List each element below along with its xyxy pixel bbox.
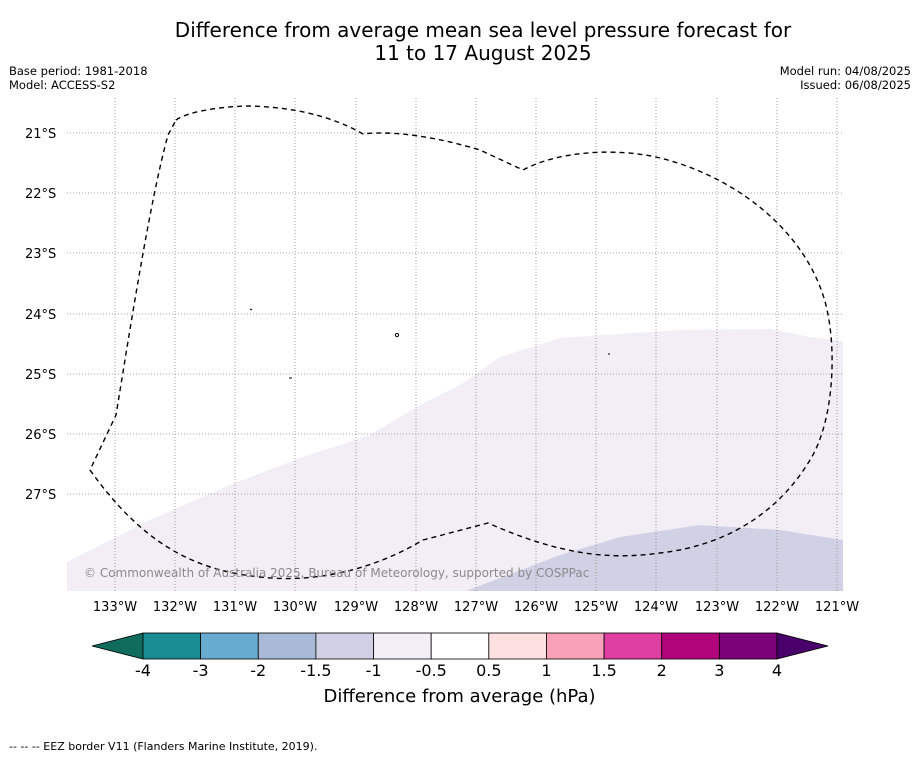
colorbar-swatch (661, 632, 720, 660)
island-markers (249, 308, 610, 379)
colorbar-tick-label: -0.5 (416, 661, 447, 680)
map-title: Difference from average mean sea level p… (0, 19, 919, 65)
colorbar-swatch (603, 632, 663, 660)
colorbar-extend-low (91, 632, 144, 660)
latitude-labels: 21°S 22°S 23°S 24°S 25°S 26°S 27°S (25, 127, 56, 503)
title-line-1: Difference from average mean sea level p… (174, 18, 792, 42)
lon-label: 124°W (634, 600, 678, 615)
lon-label: 133°W (93, 600, 137, 615)
title-line-2: 11 to 17 August 2025 (374, 41, 592, 65)
lat-label: 27°S (25, 488, 56, 503)
colorbar-swatch (200, 632, 259, 660)
colorbar-swatch (488, 632, 547, 660)
colorbar-swatch (718, 632, 778, 660)
lon-label: 123°W (695, 600, 739, 615)
colorbar-tick-label: 1.5 (591, 661, 616, 680)
issued-date: Issued: 06/08/2025 (800, 78, 911, 92)
colorbar-tick-label: -2 (250, 661, 266, 680)
colorbar-tick-label: -4 (135, 661, 151, 680)
lon-label: 125°W (574, 600, 618, 615)
colorbar-tick-label: -1.5 (300, 661, 331, 680)
model-name: Model: ACCESS-S2 (9, 78, 116, 92)
colorbar-tick-label: 4 (772, 661, 782, 680)
lon-label: 129°W (334, 600, 378, 615)
gridlines (67, 98, 843, 591)
anomaly-region-blue (466, 525, 843, 591)
lon-label: 132°W (153, 600, 197, 615)
colorbar-swatch (142, 632, 202, 660)
lon-label: 122°W (755, 600, 799, 615)
lon-label: 128°W (394, 600, 438, 615)
colorbar-swatch (257, 632, 317, 660)
lat-label: 25°S (25, 368, 56, 383)
colorbar: -4 -3 -2 -1.5 -1 -0.5 0.5 1 1.5 2 3 4 (91, 632, 829, 680)
lat-label: 22°S (25, 187, 56, 202)
eez-border (89, 105, 833, 580)
colorbar-tick-label: 3 (714, 661, 724, 680)
lat-label: 26°S (25, 428, 56, 443)
lon-label: 130°W (273, 600, 317, 615)
lon-label: 121°W (815, 600, 859, 615)
colorbar-tick-label: -3 (193, 661, 209, 680)
lon-label: 131°W (213, 600, 257, 615)
lat-label: 23°S (25, 247, 56, 262)
colorbar-tick-label: 2 (657, 661, 667, 680)
colorbar-swatch (546, 632, 605, 660)
lon-label: 126°W (514, 600, 558, 615)
colorbar-tick-label: 1 (541, 661, 551, 680)
colorbar-swatch (315, 632, 374, 660)
anomaly-region-light (67, 329, 843, 591)
copyright-notice: © Commonwealth of Australia 2025, Bureau… (84, 566, 589, 580)
lat-label: 24°S (25, 308, 56, 323)
meta-left: Base period: 1981-2018 Model: ACCESS-S2 (9, 64, 148, 92)
model-run: Model run: 04/08/2025 (779, 64, 911, 78)
lon-label: 127°W (454, 600, 498, 615)
longitude-labels: 133°W 132°W 131°W 130°W 129°W 128°W 127°… (93, 600, 859, 615)
colorbar-extend-high (776, 632, 829, 660)
colorbar-tick-label: -1 (366, 661, 382, 680)
colorbar-tick-label: 0.5 (476, 661, 501, 680)
lat-label: 21°S (25, 127, 56, 142)
base-period: Base period: 1981-2018 (9, 64, 148, 78)
meta-right: Model run: 04/08/2025 Issued: 06/08/2025 (780, 64, 911, 92)
colorbar-swatch (373, 632, 432, 660)
colorbar-label: Difference from average (hPa) (323, 686, 596, 707)
colorbar-swatch (430, 632, 490, 660)
footer-note: -- -- -- EEZ border V11 (Flanders Marine… (9, 740, 318, 753)
